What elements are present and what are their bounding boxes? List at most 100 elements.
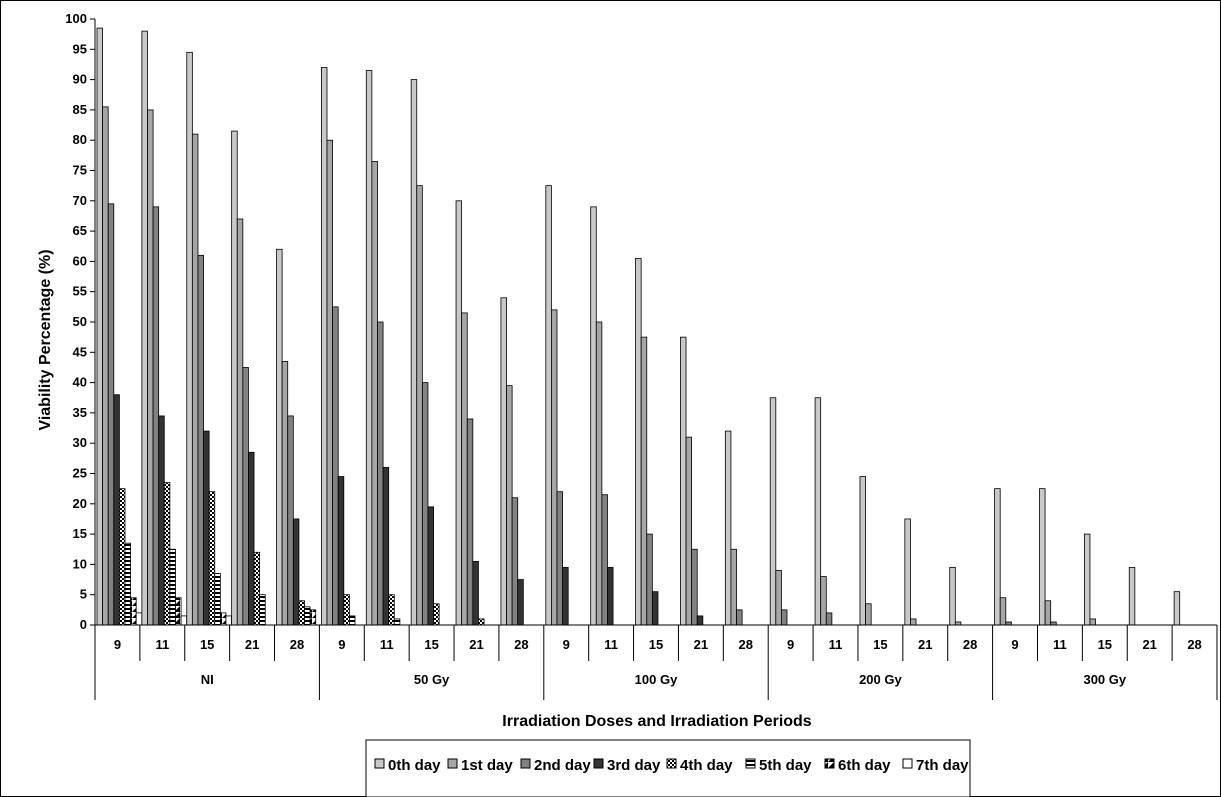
- bar-0th-day-1: [141, 30, 148, 626]
- bar-0th-day-4: [276, 248, 283, 626]
- bar-0th-day-11: [590, 206, 597, 626]
- bar-0th-day-18: [904, 518, 911, 626]
- bar-3rd-day-8: [472, 560, 479, 626]
- x-axis: 9 11 15 21 28 9 11 15 21 28 9 11 15 21 28 9 11 15 21 28 9 11 1…: [94, 624, 1218, 700]
- bar-4th-day-8: [478, 618, 485, 626]
- bar-7th-day-2: [225, 615, 232, 626]
- bar-1st-day-6: [371, 161, 378, 626]
- bar-2nd-day-3: [242, 367, 249, 626]
- y-tick-label: 40: [73, 375, 87, 390]
- bar-3rd-day-5: [337, 476, 345, 626]
- bar-1st-day-5: [326, 139, 333, 626]
- bar-2nd-day-6: [377, 321, 384, 626]
- x-tick-label: 11: [829, 637, 843, 652]
- bar-1st-day-4: [281, 360, 289, 626]
- y-axis-title: Viability Percentage (%): [37, 249, 54, 430]
- bar-1st-day-22: [1089, 618, 1096, 626]
- bar-3rd-day-0: [113, 394, 120, 626]
- bar-4th-day-4: [298, 600, 305, 626]
- y-tick-label: 95: [73, 41, 87, 56]
- y-tick-label: 55: [73, 284, 87, 299]
- bar-3rd-day-3: [248, 451, 255, 626]
- y-tick-label: 25: [73, 466, 87, 481]
- legend-label: 0th day: [388, 757, 441, 774]
- bar-0th-day-6: [365, 70, 373, 626]
- bar-1st-day-8: [461, 312, 468, 626]
- bar-1st-day-2: [191, 133, 199, 626]
- bar-0th-day-22: [1083, 533, 1091, 626]
- y-tick-label: 10: [73, 556, 87, 571]
- bar-2nd-day-5: [332, 306, 339, 626]
- bar-3rd-day-1: [158, 415, 165, 626]
- x-tick-label: 15: [649, 637, 663, 652]
- legend-swatch: [593, 758, 604, 769]
- bar-0th-day-7: [410, 79, 418, 626]
- x-group-label: 100 Gy: [635, 672, 678, 687]
- x-tick-label: 21: [469, 637, 483, 652]
- bar-0th-day-10: [545, 185, 552, 626]
- bar-7th-day-0: [135, 612, 143, 626]
- bar-7th-day-1: [180, 615, 188, 626]
- x-tick-label: 11: [1053, 637, 1067, 652]
- x-tick-label: 9: [114, 637, 121, 652]
- bar-2nd-day-12: [646, 533, 653, 626]
- x-group-label: 300 Gy: [1083, 672, 1126, 687]
- bar-0th-day-13: [680, 336, 687, 626]
- legend-swatch: [666, 758, 677, 769]
- bar-6th-day-4: [309, 609, 317, 626]
- bar-0th-day-16: [814, 397, 822, 626]
- x-tick-label: 9: [338, 637, 345, 652]
- bar-3rd-day-12: [651, 591, 659, 626]
- bar-0th-day-24: [1173, 591, 1181, 626]
- x-tick-label: 15: [200, 637, 214, 652]
- y-tick-label: 75: [73, 163, 87, 178]
- x-group-label: NI: [201, 672, 214, 687]
- legend-label: 3rd day: [607, 757, 661, 774]
- bar-1st-day-7: [416, 185, 423, 626]
- bar-2nd-day-4: [287, 415, 294, 626]
- legend-swatch: [824, 758, 835, 769]
- x-tick-label: 21: [918, 637, 932, 652]
- bar-2nd-day-13: [691, 548, 698, 626]
- x-tick-label: 28: [514, 637, 528, 652]
- bar-1st-day-20: [999, 597, 1007, 626]
- y-tick-label: 90: [73, 72, 87, 87]
- bar-1st-day-17: [865, 603, 872, 626]
- bar-0th-day-12: [635, 257, 642, 626]
- x-tick-label: 15: [1098, 637, 1112, 652]
- y-tick-label: 0: [80, 617, 87, 632]
- x-tick-label: 9: [787, 637, 794, 652]
- x-group-label: 200 Gy: [859, 672, 902, 687]
- bar-6th-day-2: [219, 612, 227, 626]
- legend-swatch: [745, 758, 756, 769]
- bar-0th-day-2: [186, 51, 193, 626]
- bar-2nd-day-1: [152, 206, 160, 626]
- y-tick-label: 45: [73, 344, 87, 359]
- bar-4th-day-7: [433, 603, 440, 626]
- y-tick-label: 100: [65, 11, 87, 26]
- bar-4th-day-3: [253, 551, 261, 626]
- x-tick-label: 21: [1142, 637, 1156, 652]
- legend-swatch: [374, 758, 385, 769]
- bar-2nd-day-0: [107, 203, 115, 626]
- bar-0th-day-21: [1039, 488, 1046, 626]
- y-tick-label: 85: [73, 102, 87, 117]
- y-axis: 0 5 10 15 20 25 30 35 40 45 50 55 60 65 70 75 80 85 90 95 10…: [65, 11, 96, 632]
- bar-1st-day-10: [551, 309, 558, 626]
- bar-6th-day-1: [175, 597, 182, 626]
- bar-3rd-day-10: [562, 567, 569, 626]
- bar-3rd-day-6: [382, 467, 390, 626]
- bar-1st-day-0: [102, 106, 109, 626]
- x-tick-label: 9: [563, 637, 570, 652]
- bar-1st-day-21: [1044, 600, 1052, 626]
- legend: 0th day 1st day 2nd day 3rd day 4th day 5th d…: [365, 739, 971, 797]
- bar-1st-day-18: [910, 618, 917, 626]
- x-tick-label: 15: [873, 637, 887, 652]
- x-tick-label: 28: [1187, 637, 1201, 652]
- y-tick-label: 20: [73, 496, 87, 511]
- y-tick-label: 65: [73, 223, 87, 238]
- bar-3rd-day-13: [696, 615, 704, 626]
- y-tick-label: 80: [73, 132, 87, 147]
- bar-1st-day-9: [506, 385, 513, 626]
